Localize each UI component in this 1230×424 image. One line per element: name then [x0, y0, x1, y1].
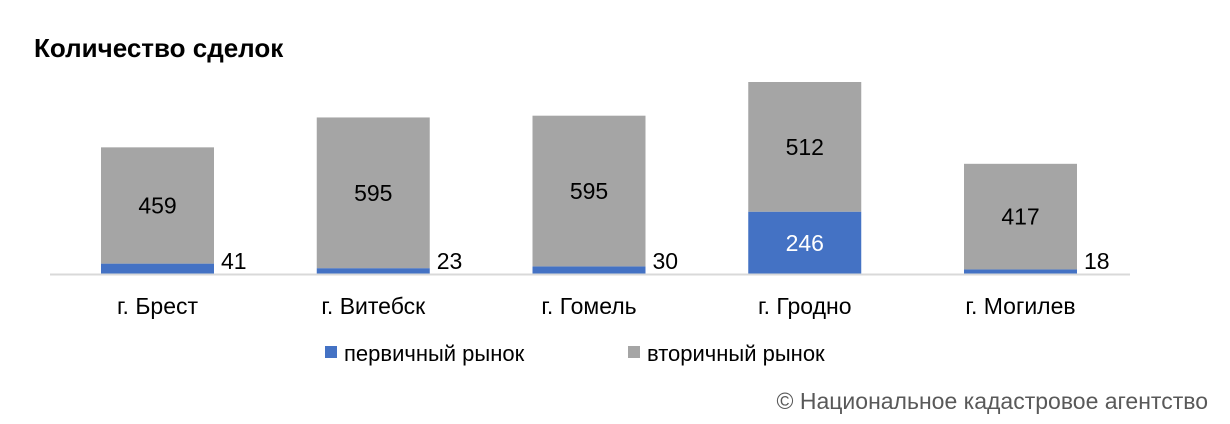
data-label-secondary: 512 — [786, 134, 824, 160]
bar-secondary — [316, 117, 430, 269]
data-label-primary: 18 — [1084, 248, 1110, 274]
x-tick-label: г. Гомель — [541, 293, 636, 319]
x-tick-label: г. Брест — [117, 293, 199, 319]
chart-title: Количество сделок — [34, 33, 284, 63]
data-label-primary: 246 — [786, 230, 824, 256]
bar-primary — [748, 211, 862, 274]
x-tick-label: г. Могилев — [965, 293, 1075, 319]
data-label-secondary: 595 — [354, 180, 392, 206]
legend-swatch — [325, 346, 337, 358]
bar-secondary — [101, 147, 214, 264]
copyright: © Национальное кадастровое агентство — [777, 388, 1208, 414]
legend-label: вторичный рынок — [647, 341, 825, 366]
bar-secondary — [748, 82, 862, 212]
data-label-primary: 23 — [437, 248, 463, 274]
x-tick-label: г. Гродно — [758, 293, 852, 319]
data-label-secondary: 459 — [138, 192, 176, 218]
bar-secondary — [532, 115, 646, 267]
bar-primary — [532, 266, 646, 274]
bar-primary — [316, 268, 430, 274]
data-label-secondary: 417 — [1001, 204, 1039, 230]
legend: первичный рынок вторичный рынок — [325, 341, 825, 366]
legend-swatch — [628, 346, 640, 358]
bar-secondary — [964, 163, 1077, 270]
data-label-primary: 41 — [221, 248, 247, 274]
data-label-secondary: 595 — [570, 178, 608, 204]
bar-primary — [964, 269, 1077, 274]
bar-primary — [101, 263, 214, 274]
legend-label: первичный рынок — [344, 341, 525, 366]
data-label-primary: 30 — [653, 248, 679, 274]
x-tick-label: г. Витебск — [321, 293, 426, 319]
